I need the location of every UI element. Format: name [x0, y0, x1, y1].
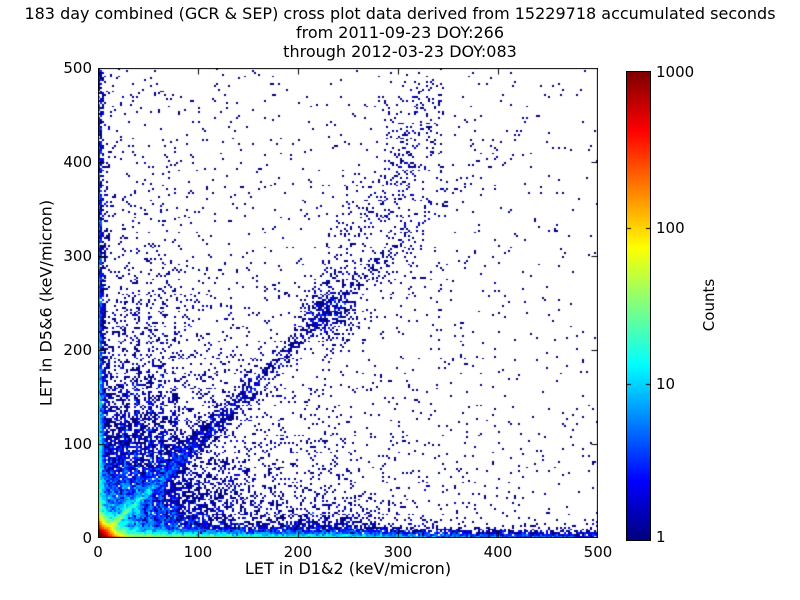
colorbar-tick-label: 10 — [656, 374, 676, 393]
y-axis-label: LET in D5&6 (keV/micron) — [36, 199, 56, 407]
x-axis-label: LET in D1&2 (keV/micron) — [244, 559, 452, 578]
colorbar-canvas — [626, 71, 651, 541]
title-line-2: from 2011-09-23 DOY:266 — [295, 23, 504, 42]
y-tick-label: 0 — [82, 528, 92, 547]
y-tick-label: 100 — [63, 434, 92, 453]
y-tick-label: 500 — [63, 58, 92, 77]
colorbar-tick-label: 1000 — [656, 62, 695, 81]
title-line-1: 183 day combined (GCR & SEP) cross plot … — [24, 4, 776, 23]
title-line-3: through 2012-03-23 DOY:083 — [283, 42, 517, 61]
y-tick-label: 400 — [63, 152, 92, 171]
colorbar-label: Counts — [700, 278, 718, 332]
colorbar-tick-label: 100 — [656, 218, 685, 237]
heatmap-plot-canvas — [98, 68, 598, 538]
colorbar-tick-label: 1 — [656, 527, 666, 546]
chart-title: 183 day combined (GCR & SEP) cross plot … — [0, 4, 800, 61]
